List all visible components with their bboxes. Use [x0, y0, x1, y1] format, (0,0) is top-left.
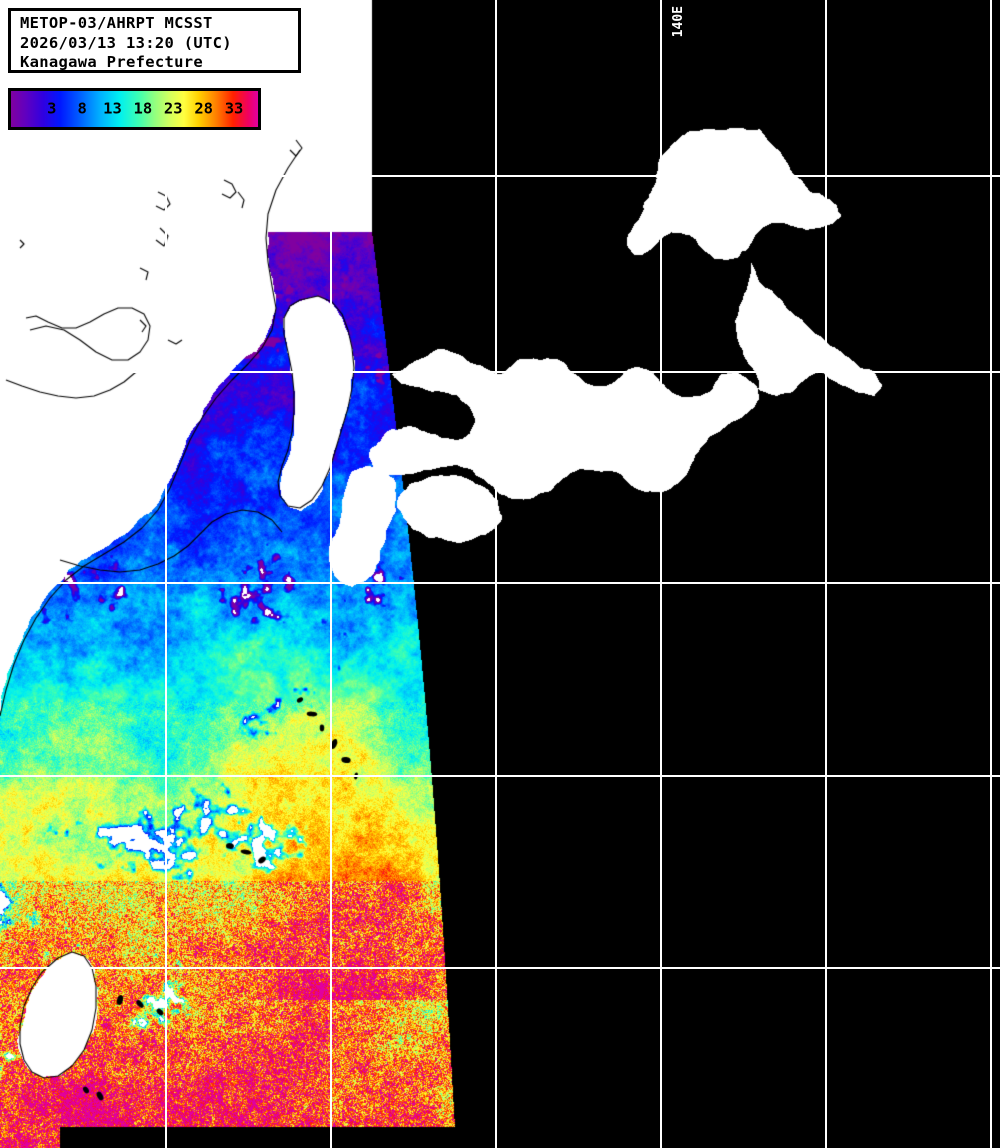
colorbar-tick-13: 13	[103, 99, 122, 118]
colorbar-tick-3: 3	[47, 99, 57, 118]
meridian-label-140e: 140E	[671, 6, 686, 38]
colorbar-tick-33: 33	[224, 99, 244, 118]
colorbar-tick-18: 18	[133, 99, 153, 118]
colorbar-tick-23: 23	[163, 99, 183, 118]
region-name: Kanagawa Prefecture	[20, 53, 204, 72]
title-box: METOP-03/AHRPT MCSST 2026/03/13 13:20 (U…	[8, 8, 301, 73]
colorbar-tick-8: 8	[77, 99, 87, 118]
temperature-colorbar: 3 8 13 18 23 28 33	[8, 88, 261, 130]
colorbar-gradient	[11, 91, 258, 127]
colorbar-tick-labels: 3 8 13 18 23 28 33	[11, 91, 258, 127]
product-title: METOP-03/AHRPT MCSST	[20, 14, 213, 32]
observation-timestamp: 2026/03/13 13:20 (UTC)	[20, 33, 232, 52]
colorbar-tick-28: 28	[194, 99, 213, 118]
